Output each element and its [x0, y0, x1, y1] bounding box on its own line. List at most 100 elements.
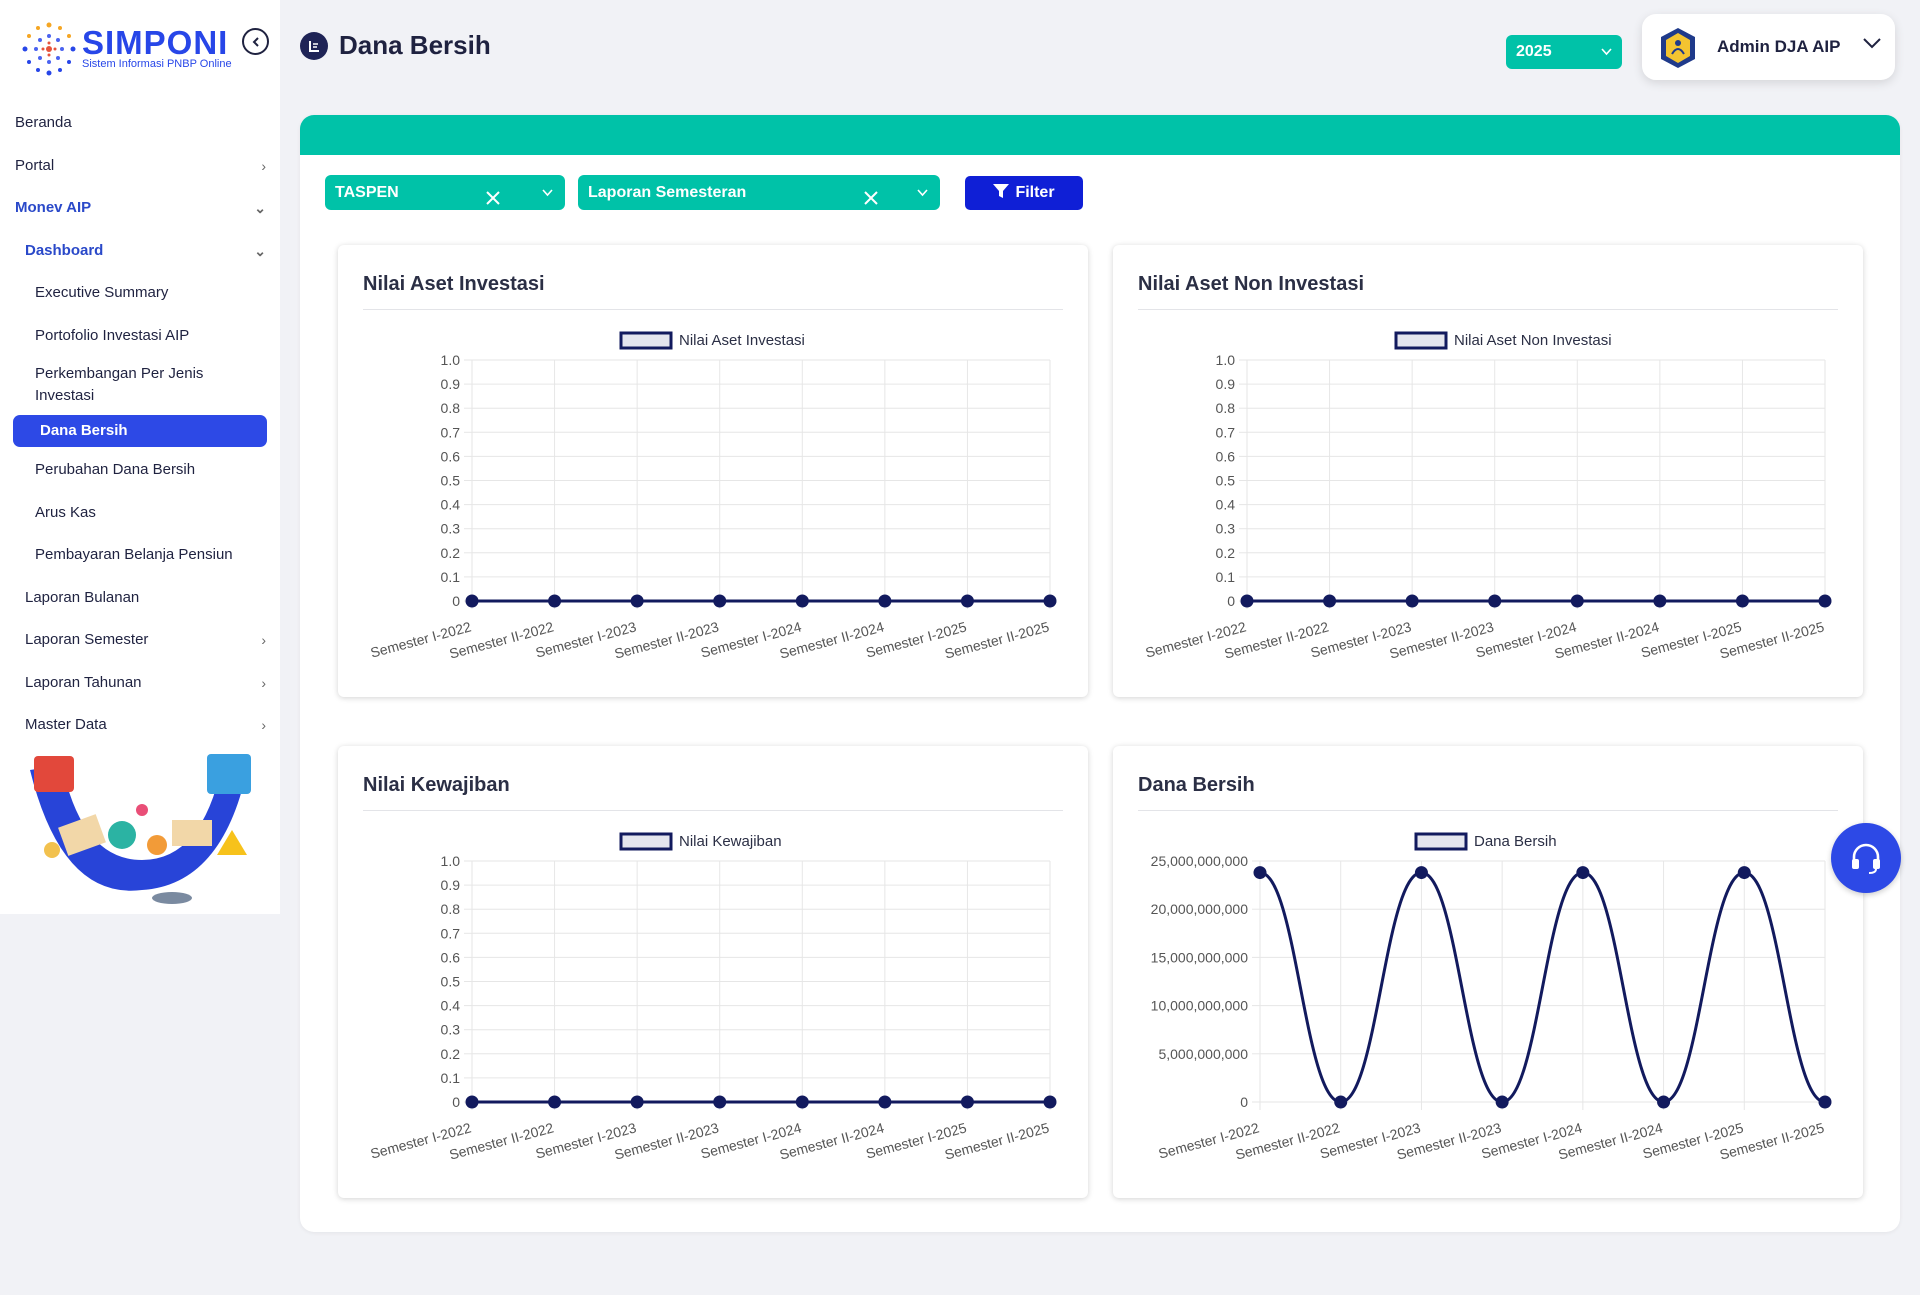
sidebar-item-label: Monev AIP: [15, 199, 92, 216]
chevron-left-icon: [252, 36, 259, 47]
data-point: [548, 594, 562, 608]
y-tick-label: 0.6: [441, 448, 461, 464]
sidebar-item-label: Master Data: [25, 716, 107, 733]
sidebar-item-portal[interactable]: Portal ›: [0, 145, 280, 188]
clear-entity-icon[interactable]: [485, 184, 501, 219]
y-tick-label: 1.0: [441, 853, 461, 869]
y-tick-label: 0: [1240, 1094, 1248, 1110]
data-point: [465, 594, 479, 608]
sidebar-item-beranda[interactable]: Beranda: [0, 102, 280, 145]
report-type-select-value: Laporan Semesteran: [588, 184, 747, 201]
sidebar-item-label: Laporan Tahunan: [25, 673, 142, 691]
help-button[interactable]: [1831, 823, 1901, 893]
headset-icon: [1852, 843, 1880, 874]
legend-label: Nilai Aset Non Investasi: [1454, 332, 1612, 349]
user-menu[interactable]: Admin DJA AIP: [1642, 14, 1895, 80]
sidebar-collapse-button[interactable]: [242, 28, 269, 55]
y-tick-label: 0.2: [441, 1046, 461, 1062]
sidebar-item-laporan-semester[interactable]: Laporan Semester ›: [0, 619, 280, 662]
sidebar-item-label: Portal: [15, 156, 55, 174]
y-tick-label: 0.7: [441, 424, 461, 440]
legend-label: Nilai Kewajiban: [679, 833, 782, 850]
y-tick-label: 0.1: [441, 1070, 461, 1086]
data-point: [713, 1095, 727, 1109]
sidebar-item-pembayaran-belanja-pensiun[interactable]: Pembayaran Belanja Pensiun: [0, 534, 280, 577]
sidebar-item-monev-aip[interactable]: Monev AIP ⌄: [0, 187, 280, 230]
y-tick-label: 0.3: [441, 521, 461, 537]
legend-swatch: [619, 331, 673, 350]
legend-swatch: [1414, 832, 1468, 851]
sidebar-item-label: Laporan Semester: [25, 631, 149, 648]
sidebar-item-perubahan-dana-bersih[interactable]: Perubahan Dana Bersih: [0, 449, 280, 492]
sidebar-item-label: Pembayaran Belanja Pensiun: [35, 546, 233, 563]
entity-select-value: TASPEN: [335, 184, 399, 201]
year-select[interactable]: 2025: [1506, 35, 1622, 69]
sidebar-item-executive-summary[interactable]: Executive Summary: [0, 272, 280, 315]
main-card: TASPEN Laporan Semesteran Filter Nilai A…: [300, 115, 1900, 1232]
chart-dana-bersih: Dana Bersih 0 5,000,000,000 10,000,000,000 1…: [1151, 832, 1832, 1163]
data-point: [878, 1095, 892, 1109]
y-tick-label: 0.5: [441, 473, 461, 489]
data-point: [960, 594, 974, 608]
entity-select[interactable]: TASPEN: [325, 175, 565, 210]
chart-divider: [363, 810, 1063, 811]
legend-label: Nilai Aset Investasi: [679, 332, 805, 349]
sidebar: SIMPONI Sistem Informasi PNBP Online Ber…: [0, 0, 280, 914]
sidebar-item-dashboard[interactable]: Dashboard ⌄: [0, 230, 280, 273]
sidebar-item-perkembangan-per-jenis[interactable]: Perkembangan Per Jenis Investasi: [0, 357, 280, 413]
chart-nilai-kewajiban: Nilai Kewajiban 0 0.1 0.2 0.3 0.4 0.5 0.6 0.7 0.8…: [369, 832, 1057, 1163]
data-point: [1240, 594, 1254, 608]
chevron-down-icon: ⌄: [254, 200, 266, 216]
sidebar-item-arus-kas[interactable]: Arus Kas: [0, 492, 280, 535]
y-tick-label: 1.0: [1216, 352, 1236, 368]
sidebar-item-master-data[interactable]: Master Data ›: [0, 704, 280, 747]
y-tick-label: 0.8: [441, 901, 461, 917]
data-point: [1653, 594, 1667, 608]
y-tick-label: 0.9: [441, 877, 461, 893]
sidebar-item-label: Perkembangan Per Jenis Investasi: [35, 365, 204, 404]
chart-nilai-aset-non-investasi: Nilai Aset Non Investasi 0 0.1 0.2 0.3 0.4 0.5…: [1144, 331, 1832, 662]
y-tick-label: 1.0: [441, 352, 461, 368]
filter-button[interactable]: Filter: [965, 176, 1083, 210]
data-point: [713, 594, 727, 608]
logo-subtitle: Sistem Informasi PNBP Online: [82, 58, 232, 70]
data-point: [1043, 1095, 1057, 1109]
sidebar-item-label: Dashboard: [25, 241, 104, 259]
sidebar-item-label: Beranda: [15, 114, 72, 131]
sidebar-item-label: Executive Summary: [35, 284, 169, 301]
chevron-down-icon: [1863, 36, 1881, 54]
chevron-down-icon: [542, 175, 553, 210]
logo-title: SIMPONI: [82, 24, 229, 61]
y-tick-label: 0.4: [1216, 497, 1236, 513]
y-tick-label: 0.6: [1216, 448, 1236, 464]
y-tick-label: 0.4: [441, 497, 461, 513]
chart-title: Nilai Aset Investasi: [363, 273, 545, 295]
chart-card-nilai-aset-investasi: Nilai Aset Investasi Nilai Aset Investas…: [338, 245, 1088, 697]
sidebar-item-dana-bersih[interactable]: Dana Bersih: [13, 415, 267, 447]
data-point: [1818, 1095, 1832, 1109]
y-tick-label: 0.1: [1216, 569, 1236, 585]
y-tick-label: 10,000,000,000: [1151, 998, 1249, 1014]
chevron-right-icon: ›: [261, 674, 266, 691]
chart-card-nilai-aset-non-investasi: Nilai Aset Non Investasi Nilai Aset Non …: [1113, 245, 1863, 697]
filter-icon: [993, 184, 1010, 198]
chevron-down-icon: ⌄: [254, 242, 266, 259]
data-point: [1043, 594, 1057, 608]
y-tick-label: 0.4: [441, 998, 461, 1014]
sidebar-item-portofolio-investasi[interactable]: Portofolio Investasi AIP: [0, 315, 280, 358]
legend-swatch: [619, 832, 673, 851]
simponi-logo[interactable]: SIMPONI Sistem Informasi PNBP Online: [16, 16, 236, 82]
data-point: [795, 1095, 809, 1109]
sidebar-item-laporan-tahunan[interactable]: Laporan Tahunan ›: [0, 662, 280, 705]
chevron-right-icon: ›: [261, 157, 266, 174]
page-header: Dana Bersih: [300, 30, 491, 61]
report-type-select[interactable]: Laporan Semesteran: [578, 175, 940, 210]
y-tick-label: 0.8: [441, 400, 461, 416]
data-point: [960, 1095, 974, 1109]
y-tick-label: 0: [452, 1094, 460, 1110]
sidebar-item-laporan-bulanan[interactable]: Laporan Bulanan: [0, 577, 280, 620]
y-tick-label: 5,000,000,000: [1158, 1046, 1248, 1062]
data-point: [1414, 866, 1428, 880]
clear-report-type-icon[interactable]: [863, 184, 879, 219]
y-tick-label: 0.7: [441, 925, 461, 941]
